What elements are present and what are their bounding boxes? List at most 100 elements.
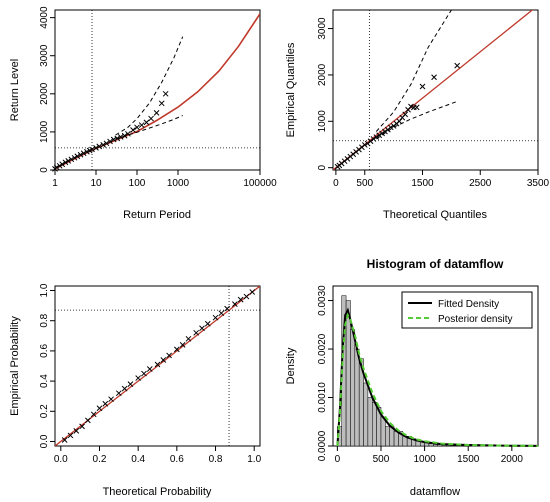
y-tick-label: 2000 (317, 63, 328, 86)
histogram-bar (380, 416, 386, 447)
data-point (96, 405, 103, 412)
probability-plot: 0.0 0.2 0.4 0.6 0.8 1.0 0.0 0.2 0.4 0.6 0.8 1.0 The… (9, 283, 262, 498)
data-point (90, 411, 97, 418)
data-point (413, 104, 420, 111)
data-point (232, 301, 238, 307)
data-point (73, 428, 80, 434)
x-tick-label: 1000 (167, 178, 190, 189)
data-point (185, 335, 192, 342)
data-point (110, 136, 117, 143)
legend-entry-posterior: Posterior density (438, 314, 512, 325)
data-point (61, 437, 68, 443)
y-tick-label: 3000 (39, 44, 50, 67)
histogram-bar (385, 426, 390, 447)
data-point (127, 381, 134, 387)
x-tick-label: 0.6 (170, 454, 184, 465)
data-point (103, 140, 110, 147)
data-point (85, 417, 91, 424)
data-point (376, 132, 383, 139)
x-axis-label: Return Period (123, 209, 191, 221)
data-point (71, 154, 78, 161)
y-tick-label: 0.8 (39, 313, 50, 327)
y-tick-label: 0.0020 (317, 333, 328, 364)
x-tick-label: 0.8 (209, 454, 223, 465)
y-axis-label: Return Level (9, 59, 21, 121)
posterior-density-curve (336, 312, 539, 447)
y-tick-label: 2000 (39, 82, 50, 105)
histogram-bar (367, 397, 373, 447)
data-point (454, 62, 461, 69)
x-tick-label: 1000 (413, 454, 436, 465)
y-tick-label: 1.0 (39, 283, 50, 297)
x-tick-label: 3500 (527, 178, 550, 189)
data-point (379, 130, 385, 137)
data-point (419, 83, 426, 90)
data-point (67, 432, 74, 439)
y-tick-label: 3000 (317, 17, 328, 40)
data-point (93, 145, 99, 151)
y-tick-label: 1000 (39, 120, 50, 143)
confidence-band-upper (375, 10, 452, 132)
x-axis-label: Theoretical Quantiles (383, 209, 487, 221)
data-point (370, 136, 377, 142)
data-point (89, 146, 95, 153)
data-point (204, 320, 211, 327)
data-point (74, 153, 81, 160)
data-point (65, 158, 72, 164)
data-point (143, 119, 150, 126)
x-tick-label: 0 (335, 454, 341, 465)
y-tick-label: 0.0030 (317, 285, 328, 316)
data-point (402, 111, 409, 118)
data-point (361, 142, 368, 148)
x-tick-label: 0.2 (93, 454, 107, 465)
data-point (77, 151, 84, 158)
histogram-bar (354, 348, 360, 447)
confidence-band-upper (115, 36, 184, 136)
data-point (166, 352, 172, 359)
data-point (224, 305, 230, 312)
x-tick-label: 1.0 (247, 454, 261, 465)
data-point (243, 293, 250, 300)
x-tick-label: 500 (373, 454, 390, 465)
data-point (396, 118, 403, 125)
y-axis-label: Empirical Quantiles (285, 42, 297, 137)
fitted-return-level-curve (55, 13, 260, 170)
data-point (68, 156, 75, 163)
data-point (56, 162, 63, 169)
data-point (115, 390, 122, 397)
y-tick-label: 0.0010 (317, 382, 328, 413)
y-tick-label: 0.4 (39, 374, 50, 388)
x-tick-label: 0 (333, 178, 339, 189)
confidence-band-lower (115, 115, 183, 140)
data-point (146, 366, 153, 372)
data-point (373, 134, 380, 140)
data-point (80, 150, 87, 157)
data-point (387, 124, 394, 131)
x-tick-label: 1500 (457, 454, 480, 465)
plot-frame (54, 285, 261, 447)
data-point (153, 110, 160, 116)
data-point (212, 314, 219, 321)
data-point (121, 132, 128, 139)
x-tick-label: 1 (52, 178, 58, 189)
x-tick-label: 0.4 (131, 454, 145, 465)
y-tick-label: 1000 (317, 110, 328, 133)
data-point (135, 375, 142, 381)
x-tick-label: 2500 (469, 178, 492, 189)
y-tick-label: 0.6 (39, 344, 50, 358)
data-point (100, 142, 107, 148)
x-axis-label: datamflow (410, 486, 460, 498)
return-level-plot: 1 10 100 1000 100000 0 1000 2000 3000 4000 Return… (9, 6, 277, 221)
histogram-bar (372, 402, 377, 447)
legend-entry-fitted: Fitted Density (438, 299, 499, 310)
x-tick-label: 100000 (243, 178, 277, 189)
data-point (114, 135, 121, 142)
x-tick-label: 10 (90, 178, 102, 189)
data-point (193, 329, 200, 336)
data-point (179, 342, 186, 348)
data-point (59, 161, 66, 168)
data-point (162, 90, 169, 97)
histogram-bar (433, 444, 438, 447)
data-point (102, 400, 109, 407)
x-tick-label: 1500 (411, 178, 434, 189)
